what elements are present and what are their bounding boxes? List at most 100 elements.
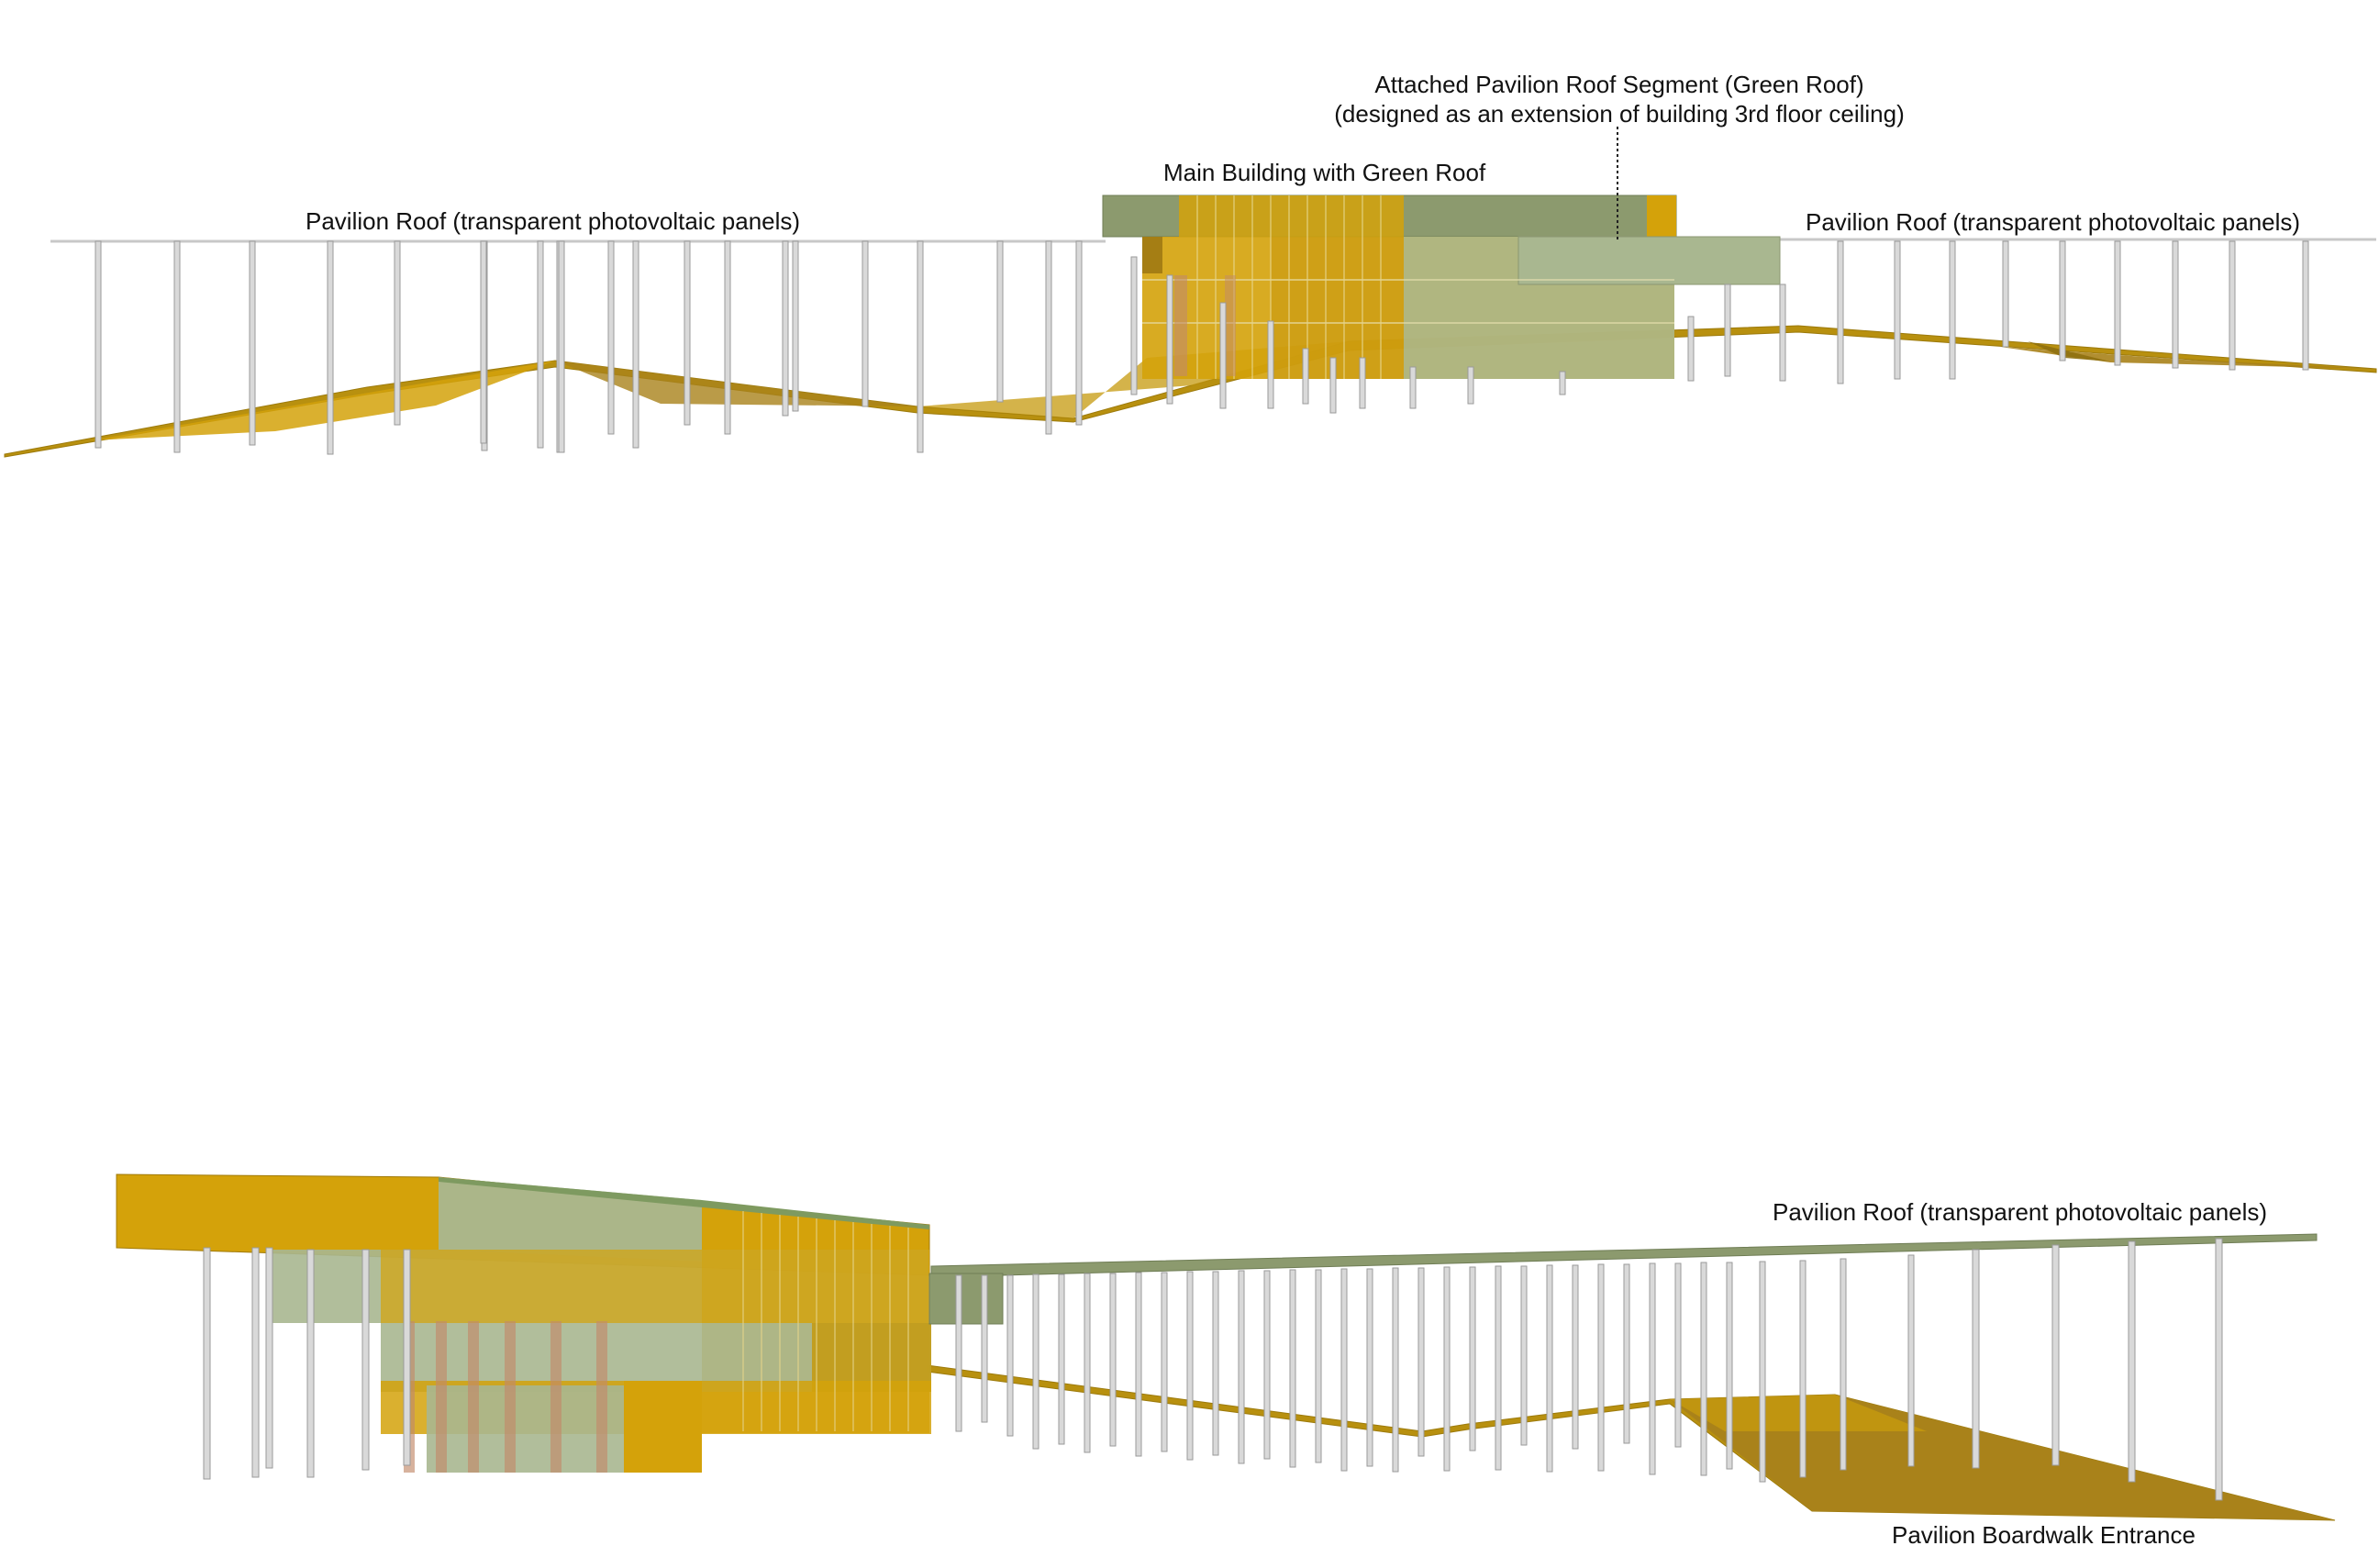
column-icon xyxy=(1366,1268,1373,1467)
column-icon xyxy=(1302,348,1309,405)
top-elevation xyxy=(4,127,2377,458)
column-icon xyxy=(1700,1262,1707,1476)
column-icon xyxy=(173,240,181,453)
column-icon xyxy=(1840,1258,1847,1471)
column-icon xyxy=(955,1274,962,1432)
column-icon xyxy=(782,240,789,417)
column-icon xyxy=(1546,1264,1553,1473)
bottom-columns xyxy=(203,1238,2223,1501)
column-icon xyxy=(2114,240,2121,366)
column-icon xyxy=(1263,1270,1271,1460)
label-top-pavilion-roof-left: Pavilion Roof (transparent photovoltaic … xyxy=(306,207,801,235)
column-icon xyxy=(1649,1262,1656,1475)
top-columns xyxy=(94,240,2309,455)
column-icon xyxy=(251,1247,260,1478)
column-icon xyxy=(724,240,731,435)
column-icon xyxy=(1212,1271,1219,1456)
column-icon xyxy=(1219,302,1227,409)
column-icon xyxy=(1779,284,1786,382)
bottom-main-building xyxy=(116,1173,1004,1473)
label-top-attached-roof-line2: (designed as an extension of building 3r… xyxy=(1334,100,1905,128)
column-icon xyxy=(2051,1244,2060,1466)
column-icon xyxy=(1238,1270,1245,1464)
column-icon xyxy=(1417,1267,1425,1457)
column-icon xyxy=(632,240,639,449)
column-icon xyxy=(2229,240,2236,371)
column-icon xyxy=(1289,1269,1296,1468)
column-icon xyxy=(1597,1263,1605,1472)
column-icon xyxy=(1759,1261,1766,1483)
column-icon xyxy=(2128,1240,2136,1483)
column-icon xyxy=(306,1249,315,1478)
column-icon xyxy=(327,240,334,455)
column-icon xyxy=(1045,240,1052,435)
column-icon xyxy=(1520,1265,1528,1446)
column-icon xyxy=(394,240,401,426)
column-icon xyxy=(1907,1254,1915,1467)
column-icon xyxy=(1724,284,1731,377)
column-icon xyxy=(996,240,1004,403)
column-icon xyxy=(558,240,565,453)
column-icon xyxy=(981,1274,988,1423)
label-top-attached-roof-line1: Attached Pavilion Roof Segment (Green Ro… xyxy=(1374,71,1864,98)
column-icon xyxy=(1467,366,1474,405)
column-icon xyxy=(1340,1268,1348,1472)
column-icon xyxy=(2302,240,2309,371)
column-icon xyxy=(1972,1249,1980,1469)
column-icon xyxy=(1572,1264,1579,1450)
column-icon xyxy=(1726,1262,1733,1470)
column-icon xyxy=(1623,1263,1630,1444)
label-top-pavilion-roof-right: Pavilion Roof (transparent photovoltaic … xyxy=(1806,208,2301,236)
column-icon xyxy=(1443,1266,1451,1472)
column-icon xyxy=(1075,240,1083,426)
column-icon xyxy=(917,240,924,453)
label-bottom-pavilion-roof: Pavilion Roof (transparent photovoltaic … xyxy=(1773,1198,2268,1226)
column-icon xyxy=(1409,366,1417,409)
label-top-main-building: Main Building with Green Roof xyxy=(1163,159,1486,186)
column-icon xyxy=(1949,240,1956,380)
column-icon xyxy=(684,240,691,426)
column-icon xyxy=(1674,1262,1682,1448)
column-icon xyxy=(792,240,799,412)
column-icon xyxy=(1469,1266,1476,1451)
column-icon xyxy=(1084,1273,1091,1453)
column-icon xyxy=(1359,357,1366,409)
column-icon xyxy=(1166,274,1173,405)
column-icon xyxy=(1894,240,1901,380)
column-icon xyxy=(2172,240,2179,369)
column-icon xyxy=(1329,357,1337,414)
column-icon xyxy=(480,240,487,444)
column-icon xyxy=(249,240,256,446)
column-icon xyxy=(1687,316,1695,382)
column-icon xyxy=(1315,1269,1322,1463)
bottom-elevation xyxy=(116,1173,2336,1521)
bottom-boardwalk xyxy=(926,1364,2336,1521)
column-icon xyxy=(361,1249,370,1471)
column-icon xyxy=(1130,256,1138,395)
column-icon xyxy=(2002,240,2009,348)
column-icon xyxy=(2059,240,2066,361)
column-icon xyxy=(1186,1271,1194,1461)
column-icon xyxy=(607,240,615,435)
column-icon xyxy=(1799,1260,1806,1478)
label-bottom-boardwalk-entrance: Pavilion Boardwalk Entrance xyxy=(1892,1521,2196,1549)
column-icon xyxy=(403,1249,411,1466)
column-icon xyxy=(2215,1238,2223,1501)
top-main-building xyxy=(1102,195,1781,379)
column-icon xyxy=(862,240,869,407)
column-icon xyxy=(1559,371,1566,395)
column-icon xyxy=(94,240,102,449)
column-icon xyxy=(1161,1272,1168,1452)
column-icon xyxy=(1032,1273,1039,1450)
column-icon xyxy=(265,1247,273,1469)
column-icon xyxy=(1006,1274,1014,1437)
column-icon xyxy=(1392,1267,1399,1473)
column-icon xyxy=(537,240,544,449)
column-icon xyxy=(1109,1273,1117,1447)
column-icon xyxy=(1837,240,1844,384)
column-icon xyxy=(203,1247,211,1480)
column-icon xyxy=(1058,1273,1065,1445)
column-icon xyxy=(1267,320,1274,409)
column-icon xyxy=(1495,1265,1502,1471)
